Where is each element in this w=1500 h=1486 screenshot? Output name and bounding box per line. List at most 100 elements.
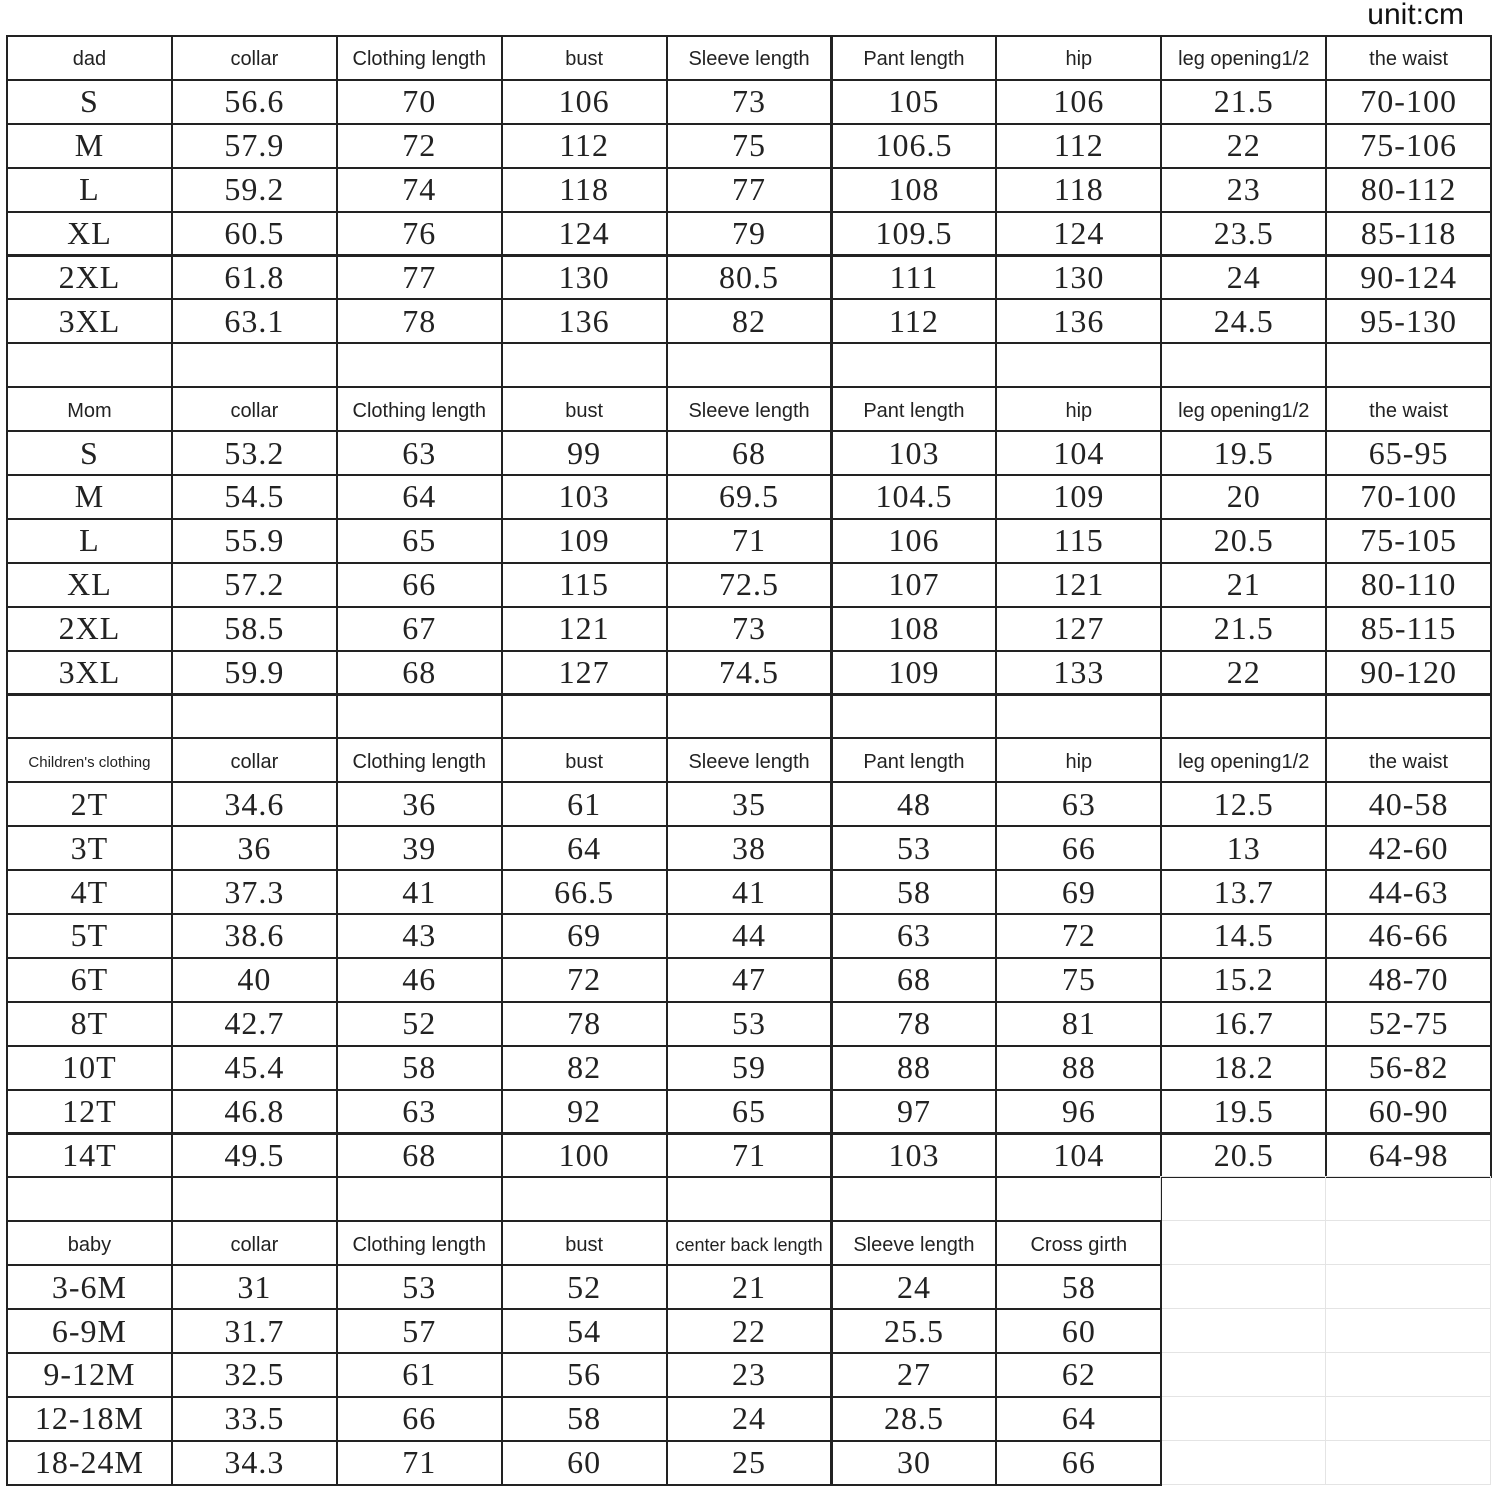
size-chart-mom-cell: 106 xyxy=(830,517,998,564)
size-chart-baby-header: Clothing length xyxy=(335,1220,503,1267)
size-chart-children-header: hip xyxy=(995,737,1163,784)
size-chart-children-cell-text: 2T xyxy=(70,785,109,822)
size-chart-dad-header: Sleeve length xyxy=(665,35,833,81)
size-chart-baby-cell: 71 xyxy=(335,1439,503,1486)
size-chart-dad-cell: 73 xyxy=(665,78,833,125)
size-chart-children-cell-text: 75 xyxy=(1061,961,1096,998)
size-chart-baby-cell-text: 23 xyxy=(732,1356,767,1393)
size-chart-baby-cell: 52 xyxy=(500,1264,668,1311)
size-chart-baby-cell: 25 xyxy=(665,1439,833,1486)
size-chart-baby-cell-text: 24 xyxy=(896,1268,931,1305)
size-chart-mom-cell-text: 90-120 xyxy=(1360,654,1457,691)
blank-cell xyxy=(995,693,1163,740)
size-chart-dad-header: bust xyxy=(500,35,668,81)
size-chart-mom-cell-text: 69.5 xyxy=(719,478,780,515)
size-chart-dad-cell-text: 75 xyxy=(732,127,767,164)
size-chart-mom-cell: 108 xyxy=(830,605,998,652)
size-chart-mom-cell: 68 xyxy=(665,430,833,476)
size-chart-mom-cell: 66 xyxy=(335,561,503,608)
size-chart-mom-cell-text: 22 xyxy=(1226,654,1261,691)
size-chart-mom-header: the waist xyxy=(1325,386,1493,433)
size-chart-baby-header-text: collar xyxy=(230,1233,279,1256)
blank-cell xyxy=(335,1176,503,1223)
size-chart-mom-cell-text: XL xyxy=(67,566,112,603)
size-chart-mom-cell-text: 68 xyxy=(732,434,767,471)
size-chart-children-cell-text: 4T xyxy=(70,873,109,910)
size-chart-baby-cell-text: 33.5 xyxy=(224,1400,285,1437)
size-chart-mom-cell-text: 65 xyxy=(402,522,437,559)
size-chart-children-cell-text: 63 xyxy=(896,917,931,954)
size-chart-children-cell-text: 92 xyxy=(567,1093,602,1130)
size-chart-children-cell-text: 19.5 xyxy=(1213,1093,1274,1130)
size-chart-children-cell: 61 xyxy=(500,781,668,828)
blank-cell xyxy=(170,1176,338,1223)
size-chart-mom-cell-text: 108 xyxy=(888,610,940,647)
size-chart-mom-cell-text: 75-105 xyxy=(1360,522,1457,559)
size-chart-baby-cell-text: 61 xyxy=(402,1356,437,1393)
size-chart-children-cell: 19.5 xyxy=(1160,1088,1328,1135)
size-chart-baby-header-text: center back length xyxy=(675,1234,823,1255)
size-chart-baby-cell: 18-24M xyxy=(6,1439,173,1486)
size-chart-children-cell-text: 10T xyxy=(62,1049,117,1086)
size-chart-children-cell: 42.7 xyxy=(170,1000,338,1047)
size-chart-children-cell: 47 xyxy=(665,956,833,1003)
size-chart-children-cell: 66 xyxy=(995,825,1163,872)
size-chart-baby-header: center back length xyxy=(665,1220,833,1267)
size-chart-dad-cell-text: 72 xyxy=(402,127,437,164)
size-chart-mom-cell: 21 xyxy=(1160,561,1328,608)
size-chart-dad-cell-text: 56.6 xyxy=(224,83,285,120)
blank-cell xyxy=(335,342,503,389)
size-chart-baby-cell-text: 31.7 xyxy=(224,1312,285,1349)
size-chart-children-cell: 44-63 xyxy=(1325,869,1493,915)
size-chart-dad-cell: 59.2 xyxy=(170,166,338,213)
size-chart-dad-cell: 23 xyxy=(1160,166,1328,213)
size-chart-children-header-text: the waist xyxy=(1369,750,1449,773)
size-chart-mom-cell-text: 115 xyxy=(1053,522,1104,559)
size-chart-children-cell: 52 xyxy=(335,1000,503,1047)
empty-gridline-cell xyxy=(1325,1308,1492,1353)
size-chart-baby-header: bust xyxy=(500,1220,668,1267)
size-chart-children-cell: 35 xyxy=(665,781,833,828)
size-chart-mom-cell: 54.5 xyxy=(170,474,338,520)
size-chart-children-cell: 2T xyxy=(6,781,173,828)
size-chart-mom-cell: 22 xyxy=(1160,649,1328,696)
size-chart-mom-cell: 85-115 xyxy=(1325,605,1493,652)
size-chart-children-cell-text: 12.5 xyxy=(1213,785,1274,822)
size-chart-children-cell-text: 44 xyxy=(732,917,767,954)
empty-gridline-cell xyxy=(1160,1264,1327,1310)
size-chart-children-header-text: bust xyxy=(565,750,604,773)
size-chart-children-header: leg opening1/2 xyxy=(1160,737,1328,784)
size-chart-dad-cell-text: 136 xyxy=(558,302,610,339)
size-chart-children-cell: 64-98 xyxy=(1325,1132,1493,1179)
empty-gridline-cell xyxy=(1325,1395,1492,1441)
size-chart-dad-cell-text: 112 xyxy=(559,127,610,164)
size-chart-children-cell: 58 xyxy=(830,869,998,915)
size-chart-baby-cell: 30 xyxy=(830,1439,998,1486)
size-chart-baby-cell-text: 62 xyxy=(1061,1356,1096,1393)
size-chart-children-header-text: Pant length xyxy=(863,750,965,773)
size-chart-mom-cell: 72.5 xyxy=(665,561,833,608)
size-chart-children-cell-text: 45.4 xyxy=(224,1049,285,1086)
size-chart-children-cell: 65 xyxy=(665,1088,833,1135)
size-chart-children-cell-text: 71 xyxy=(732,1136,767,1173)
size-chart-dad-cell-text: 24 xyxy=(1226,258,1261,295)
size-chart-children-cell: 72 xyxy=(995,913,1163,959)
size-chart-children-cell-text: 64-98 xyxy=(1368,1136,1449,1173)
size-chart-children-cell: 12.5 xyxy=(1160,781,1328,828)
size-chart-dad-cell-text: 63.1 xyxy=(224,302,285,339)
size-chart-baby-cell-text: 30 xyxy=(896,1444,931,1481)
size-chart-dad-cell-text: 85-118 xyxy=(1360,215,1457,252)
size-chart-dad-cell: 112 xyxy=(995,122,1163,169)
size-chart-dad-cell: 56.6 xyxy=(170,78,338,125)
size-chart-dad-cell-text: 3XL xyxy=(58,302,121,339)
size-chart-dad-cell-text: 2XL xyxy=(58,258,121,295)
size-chart-children-cell: 36 xyxy=(335,781,503,828)
size-chart-dad-cell: 118 xyxy=(500,166,668,213)
size-chart-children-cell: 68 xyxy=(335,1132,503,1179)
blank-cell xyxy=(335,693,503,740)
size-chart-children-header: Pant length xyxy=(830,737,998,784)
size-chart-baby-cell: 61 xyxy=(335,1352,503,1398)
size-chart-mom-cell-text: 80-110 xyxy=(1360,566,1457,603)
blank-cell xyxy=(170,693,338,740)
blank-cell xyxy=(830,693,998,740)
